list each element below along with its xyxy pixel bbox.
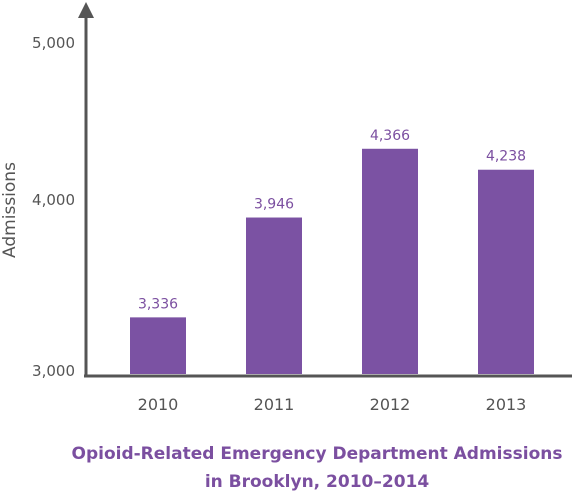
bar-2010 — [130, 317, 186, 374]
chart-title: Opioid-Related Emergency Department Admi… — [71, 444, 563, 464]
x-tick-label-2010: 2010 — [138, 395, 179, 414]
bar-2012 — [362, 148, 418, 374]
bar-2011 — [246, 217, 302, 374]
data-label-2010: 3,336 — [138, 296, 178, 312]
y-axis-title: Admissions — [0, 162, 20, 258]
x-tick-label-2012: 2012 — [370, 395, 411, 414]
data-label-2011: 3,946 — [254, 197, 294, 213]
bar-2013 — [478, 169, 534, 374]
bars-group: 3,336 3,946 4,366 4,238 — [130, 128, 534, 374]
y-tick-label-5000: 5,000 — [32, 34, 75, 52]
data-label-2013: 4,238 — [486, 149, 526, 165]
data-label-2012: 4,366 — [370, 128, 410, 144]
y-tick-label-3000: 3,000 — [32, 362, 75, 380]
x-tick-label-2011: 2011 — [254, 395, 295, 414]
chart-subtitle: in Brooklyn, 2010–2014 — [204, 472, 430, 492]
y-tick-label-4000: 4,000 — [32, 191, 75, 209]
y-axis-arrow-icon — [78, 2, 94, 18]
x-tick-label-2013: 2013 — [486, 395, 527, 414]
y-axis-ticks: 5,000 4,000 3,000 — [32, 34, 75, 380]
